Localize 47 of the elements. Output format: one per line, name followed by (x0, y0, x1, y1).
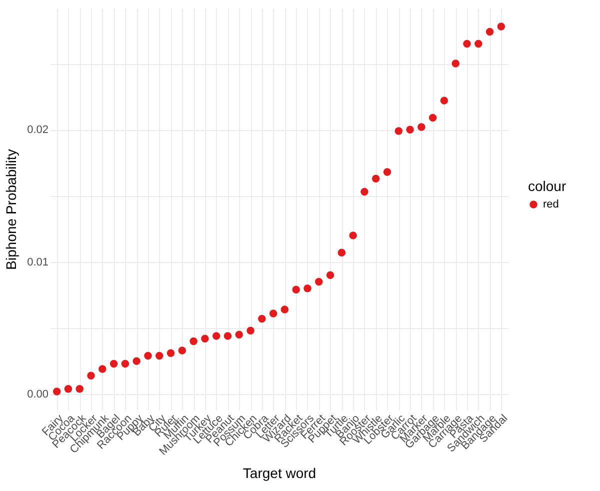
point (144, 352, 152, 360)
point (428, 114, 437, 122)
y-axis-title: Biphone Probability (3, 149, 20, 270)
point (418, 123, 426, 131)
point (326, 271, 334, 279)
point (201, 334, 209, 342)
point (258, 314, 266, 323)
point (292, 286, 300, 294)
point (486, 28, 494, 36)
point (383, 168, 392, 176)
point (190, 337, 198, 346)
y-tick-label: 0.00 (27, 388, 48, 401)
point (121, 360, 130, 368)
point (497, 22, 506, 30)
point (452, 60, 460, 68)
point (440, 96, 448, 104)
point (269, 310, 278, 318)
point (246, 326, 254, 335)
point (338, 248, 346, 257)
point (224, 332, 232, 340)
y-tick-label: 0.01 (27, 256, 48, 268)
point (156, 352, 164, 360)
point (474, 40, 482, 48)
point (349, 232, 357, 240)
point (110, 360, 118, 368)
point (132, 357, 140, 365)
legend-title: colour (528, 178, 566, 194)
point (98, 365, 106, 373)
point (212, 332, 220, 340)
point (76, 384, 84, 393)
point (235, 330, 243, 338)
point (394, 127, 402, 135)
point (315, 278, 323, 286)
point (166, 349, 175, 358)
point (372, 174, 380, 182)
y-tick-label: 0.02 (27, 124, 48, 136)
legend-label: red (543, 198, 559, 210)
point (64, 384, 72, 393)
point (280, 306, 289, 314)
point (87, 372, 95, 380)
point (304, 284, 312, 292)
x-axis-title: Target word (242, 465, 316, 482)
point (463, 40, 471, 48)
point (360, 188, 368, 196)
point (52, 388, 61, 396)
point (406, 126, 414, 134)
point (178, 346, 186, 354)
